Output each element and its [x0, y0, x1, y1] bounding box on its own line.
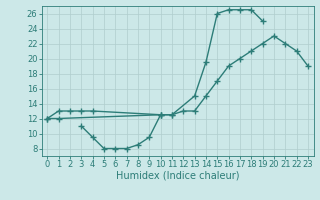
X-axis label: Humidex (Indice chaleur): Humidex (Indice chaleur) — [116, 171, 239, 181]
